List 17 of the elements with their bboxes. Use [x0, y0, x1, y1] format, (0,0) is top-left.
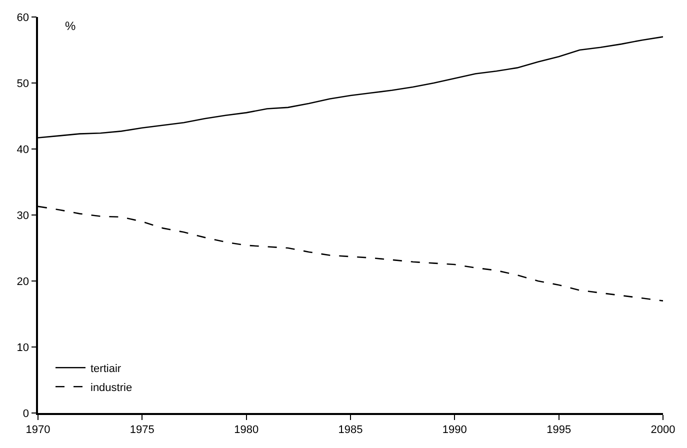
y-tick-label: 20	[16, 276, 30, 288]
x-tick-label: 1990	[442, 424, 467, 436]
y-tick-label: 40	[16, 144, 30, 156]
y-tick-label: 0	[22, 408, 30, 420]
x-tick-label: 1975	[130, 424, 154, 436]
x-tick-label: 1980	[234, 424, 259, 436]
y-tick-label: 10	[16, 342, 30, 354]
x-tick-label: 1985	[338, 424, 363, 436]
y-axis-title: %	[65, 19, 76, 33]
y-tick-label: 50	[16, 78, 30, 90]
x-tick-label: 1970	[26, 424, 50, 436]
x-tick-label: 1995	[546, 424, 572, 436]
y-tick-label: 60	[16, 12, 30, 24]
y-tick-label: 30	[16, 210, 30, 222]
legend-label: industrie	[90, 382, 132, 394]
x-tick-label: 2000	[650, 424, 676, 436]
legend-label: tertiair	[90, 362, 122, 375]
